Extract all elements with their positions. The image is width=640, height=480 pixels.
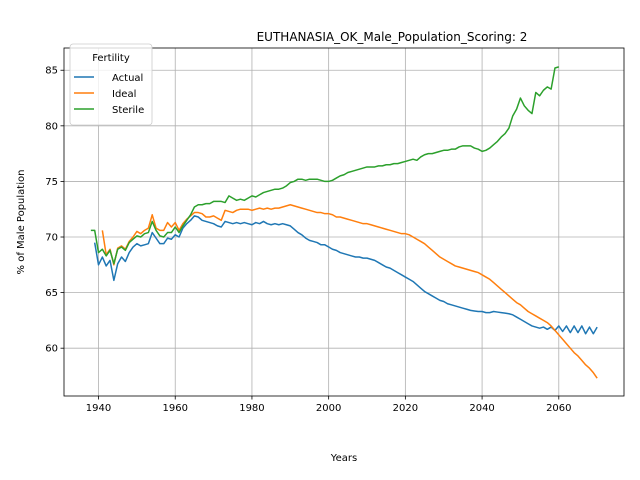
- x-tick-label: 2040: [469, 403, 494, 414]
- legend: Fertility Actual Ideal Sterile: [69, 43, 153, 126]
- series-line-ideal: [101, 204, 598, 379]
- y-tick-label: 80: [45, 121, 58, 132]
- series-line-actual: [93, 215, 598, 335]
- plot-frame: [63, 47, 625, 397]
- x-tick-label: 1960: [163, 403, 188, 414]
- legend-label-ideal: Ideal: [112, 89, 136, 100]
- x-axis-label: Years: [330, 453, 357, 464]
- x-axis: 1940 1960 1980 2000 2020 2040 2060: [86, 396, 572, 414]
- x-tick-label: 2020: [393, 403, 418, 414]
- series-lines: [90, 66, 598, 379]
- y-axis-label: % of Male Population: [16, 170, 27, 275]
- legend-label-sterile: Sterile: [112, 105, 144, 116]
- y-tick-label: 70: [45, 233, 58, 244]
- y-tick-label: 65: [45, 288, 58, 299]
- series-line-sterile: [90, 66, 559, 265]
- y-tick-label: 85: [45, 66, 58, 77]
- legend-title: Fertility: [92, 53, 130, 64]
- plot-area: 1940 1960 1980 2000 2020 2040 2060 60 65 70 75 80 8…: [45, 47, 625, 414]
- x-tick-label: 2000: [316, 403, 341, 414]
- chart-title: EUTHANASIA_OK_Male_Population_Scoring: 2: [257, 30, 528, 44]
- legend-box: [69, 43, 153, 126]
- y-axis: 60 65 70 75 80 85: [45, 66, 64, 355]
- y-tick-label: 60: [45, 344, 58, 355]
- x-tick-label: 1980: [239, 403, 264, 414]
- legend-label-actual: Actual: [112, 73, 143, 84]
- x-tick-label: 1940: [86, 403, 111, 414]
- x-tick-label: 2060: [546, 403, 571, 414]
- y-tick-label: 75: [45, 177, 58, 188]
